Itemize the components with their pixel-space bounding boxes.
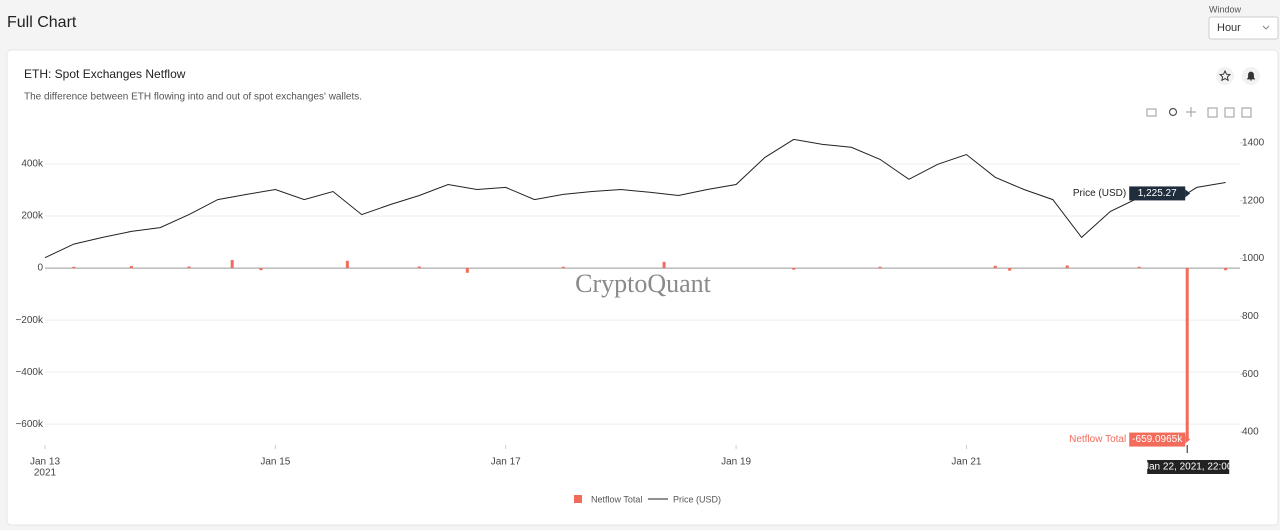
bell-icon [1246,71,1256,81]
x-year-label: 2021 [34,468,57,479]
star-icon [1218,69,1232,82]
y2-tick-label: 1200 [1242,195,1265,206]
tooltip-arrow [1185,435,1191,444]
x-tick-label: Jan 15 [260,457,290,468]
netflow-bar [230,260,234,269]
netflow-bar [259,268,263,271]
y-tick-label: 400k [21,159,44,170]
y-tick-label: 200k [21,211,44,222]
netflow-bar [345,260,349,269]
netflow-bar [1008,268,1012,271]
netflow-bar [993,265,997,269]
netflow-bar [662,261,666,269]
tooltip-box [1129,186,1186,201]
select-caret [1262,25,1270,30]
y2-tick-label: 400 [1242,427,1259,438]
window-label: Window [1209,4,1242,14]
netflow-bar [1224,268,1228,271]
chart-title: ETH: Spot Exchanges Netflow [24,67,186,81]
netflow-bar [129,266,133,269]
netflow-bar [417,266,421,269]
x-tick-label: Jan 13 [30,457,60,468]
legend-label: Price (USD) [673,494,721,504]
legend-label: Netflow Total [591,494,642,504]
x-tick-label: Jan 19 [721,457,751,468]
netflow-bar [465,268,469,273]
tooltip-value: 1,225.27 [1138,188,1177,199]
netflow-bar [187,266,191,269]
legend-swatch [574,495,582,503]
tooltip-name: Netflow Total [1069,434,1126,445]
tooltip-arrow [1185,189,1191,198]
pan-icon[interactable] [1186,107,1196,117]
y2-tick-label: 1000 [1242,253,1265,264]
hover-date-box [1147,460,1230,474]
window-value: Hour [1217,22,1241,34]
tooltip-value: -659.0965k [1132,434,1183,445]
watermark: CryptoQuant [575,269,712,298]
y2-tick-label: 800 [1242,311,1259,322]
netflow-bar [878,266,882,269]
y2-tick-label: 1400 [1242,138,1265,149]
netflow-bar [792,268,796,270]
y2-tick-label: 600 [1242,369,1259,380]
netflow-bar [72,266,76,269]
x-tick-label: Jan 17 [491,457,521,468]
y-tick-label: −200k [15,315,44,326]
tooltip-box [1129,432,1186,447]
chart-subtitle: The difference between ETH flowing into … [24,92,362,103]
netflow-bar [1185,268,1189,440]
chart-card [6,49,1279,526]
zoom-icon[interactable] [1168,107,1178,117]
y-tick-label: −400k [15,367,44,378]
netflow-bar [1065,265,1069,269]
window-select[interactable] [1208,16,1279,40]
y-tick-label: 0 [37,263,43,274]
toolbar [1146,107,1252,118]
page-title: Full Chart [7,14,77,31]
favorite-button[interactable] [1216,67,1234,85]
camera-icon[interactable] [1146,108,1157,117]
x-tick-label: Jan 21 [951,457,981,468]
zoom-out-icon[interactable] [1224,107,1235,118]
y-tick-label: −600k [15,419,44,430]
hover-date: Jan 22, 2021, 22:00 [1144,462,1233,473]
reset-icon[interactable] [1241,107,1252,118]
netflow-bar [1137,266,1141,269]
price-line [44,138,1226,259]
tooltip-name: Price (USD) [1073,188,1126,199]
netflow-bar [561,266,565,269]
zoom-in-icon[interactable] [1207,107,1218,118]
